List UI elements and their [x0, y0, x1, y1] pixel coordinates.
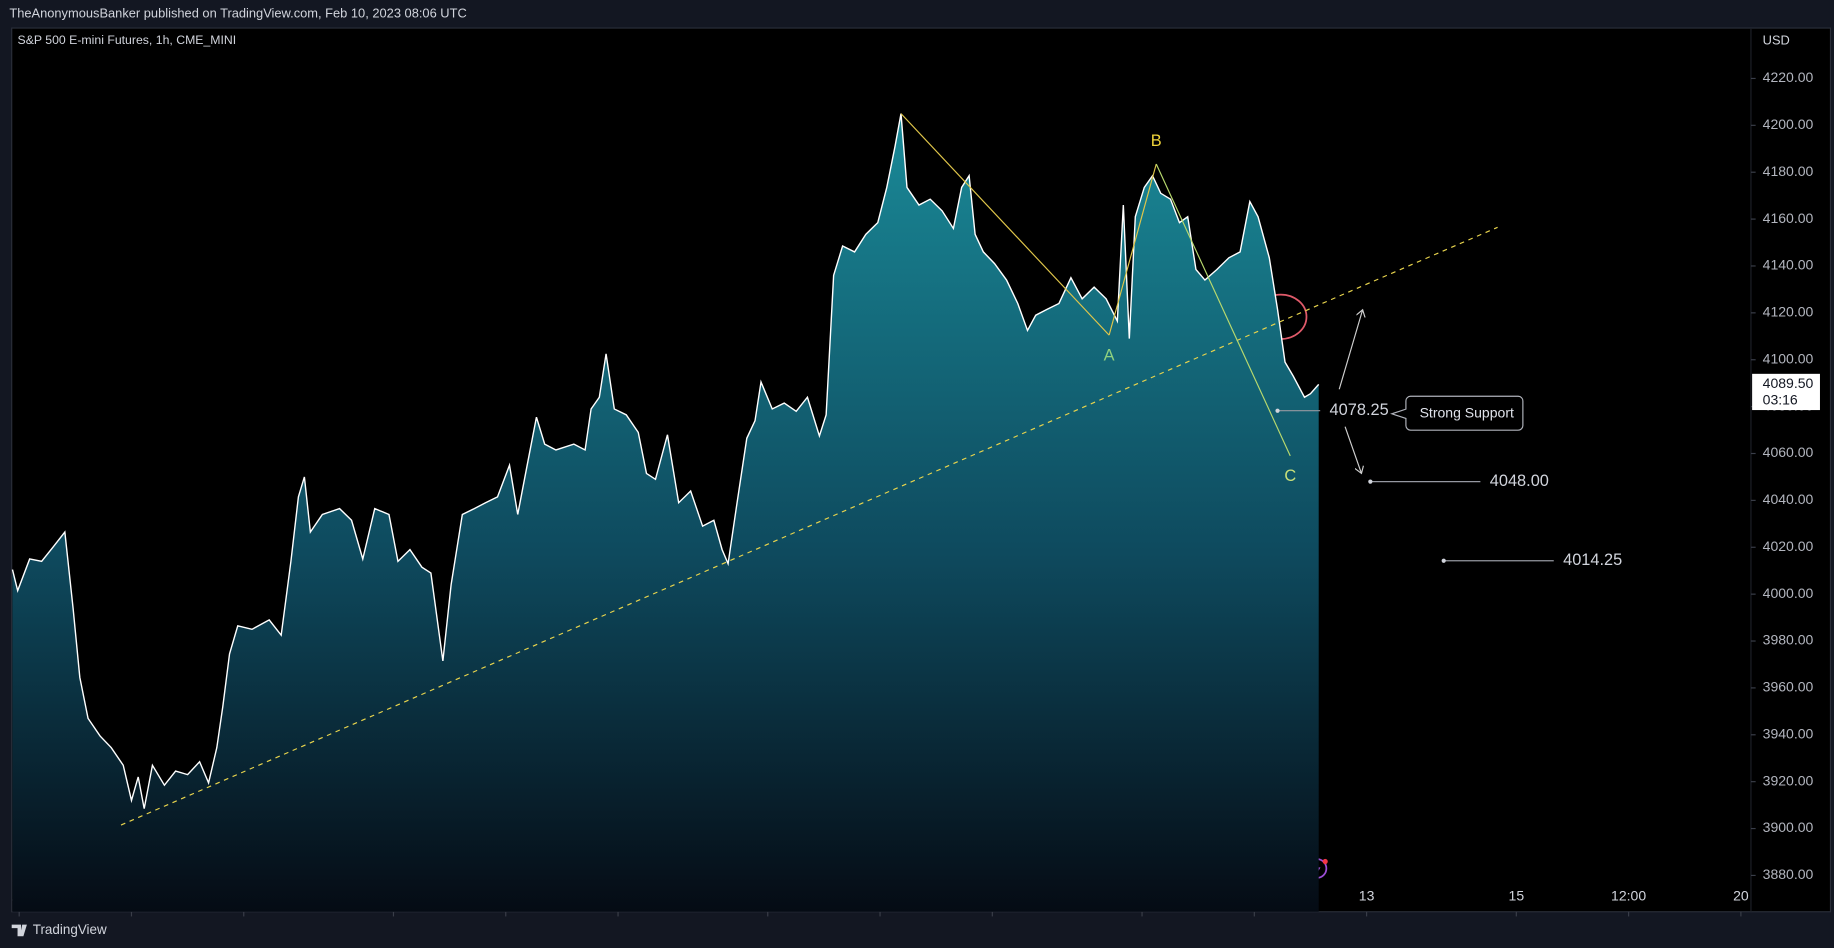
x-tick-label: 15	[1509, 887, 1525, 903]
callout-text: Strong Support	[1420, 405, 1514, 421]
arrow-down	[1344, 426, 1361, 474]
x-tick-label: 13	[1359, 887, 1375, 903]
y-tick-label: 4220.00	[1763, 69, 1814, 85]
y-tick-label: 4040.00	[1763, 491, 1814, 507]
y-tick-label: 4200.00	[1763, 116, 1814, 132]
y-tick-label: 3980.00	[1763, 632, 1814, 648]
header: TheAnonymousBanker published on TradingV…	[9, 5, 466, 20]
y-tick-label: 4020.00	[1763, 538, 1814, 554]
footer: TradingView	[33, 922, 107, 937]
y-tick-label: 4000.00	[1763, 585, 1814, 601]
y-tick-label: 3960.00	[1763, 679, 1814, 695]
price-line	[11, 113, 1320, 809]
wave-leg	[1155, 163, 1291, 457]
level-label: 4048.00	[1490, 472, 1549, 490]
x-tick-label: 20	[1733, 887, 1749, 903]
y-tick-label: 4100.00	[1763, 350, 1814, 366]
y-tick-label: 4140.00	[1763, 257, 1814, 273]
level-anchor	[1275, 408, 1280, 413]
wave-leg	[1108, 163, 1157, 336]
y-tick-label: 3900.00	[1763, 819, 1814, 835]
wave-label: B	[1151, 132, 1162, 150]
wave-label: C	[1284, 467, 1296, 485]
countdown: 03:16	[1763, 391, 1798, 407]
y-tick-label: 4120.00	[1763, 304, 1814, 320]
wave-leg	[900, 113, 1110, 336]
x-tick-label: 12:00	[1611, 887, 1646, 903]
last-price-label: 4089.50	[1763, 375, 1814, 391]
y-tick-label: 3920.00	[1763, 772, 1814, 788]
y-tick-label: 4180.00	[1763, 163, 1814, 179]
level-anchor	[1368, 479, 1373, 484]
y-tick-label: 4160.00	[1763, 210, 1814, 226]
last-price-badge	[1752, 373, 1820, 411]
y-tick-label: 3940.00	[1763, 725, 1814, 741]
y-tick-label: 3880.00	[1763, 866, 1814, 882]
level-label: 4078.25	[1330, 401, 1389, 419]
wave-label: A	[1104, 346, 1115, 364]
symbol-title: S&P 500 E-mini Futures, 1h, CME_MINI	[18, 33, 237, 47]
y-tick-label: 4060.00	[1763, 444, 1814, 460]
chart-marks: 3880.00 3900.00 3920.00 3940.00 3960.00 3980.…	[11, 69, 1820, 917]
tradingview-logo: TradingView	[11, 922, 107, 937]
callout-box: Strong Support	[1390, 395, 1524, 431]
level-anchor	[1441, 558, 1446, 563]
area-fill	[12, 113, 1319, 912]
currency: USD	[1763, 32, 1790, 47]
level-label: 4014.25	[1563, 551, 1622, 569]
trendline	[120, 226, 1498, 826]
arrow-up	[1338, 310, 1362, 390]
